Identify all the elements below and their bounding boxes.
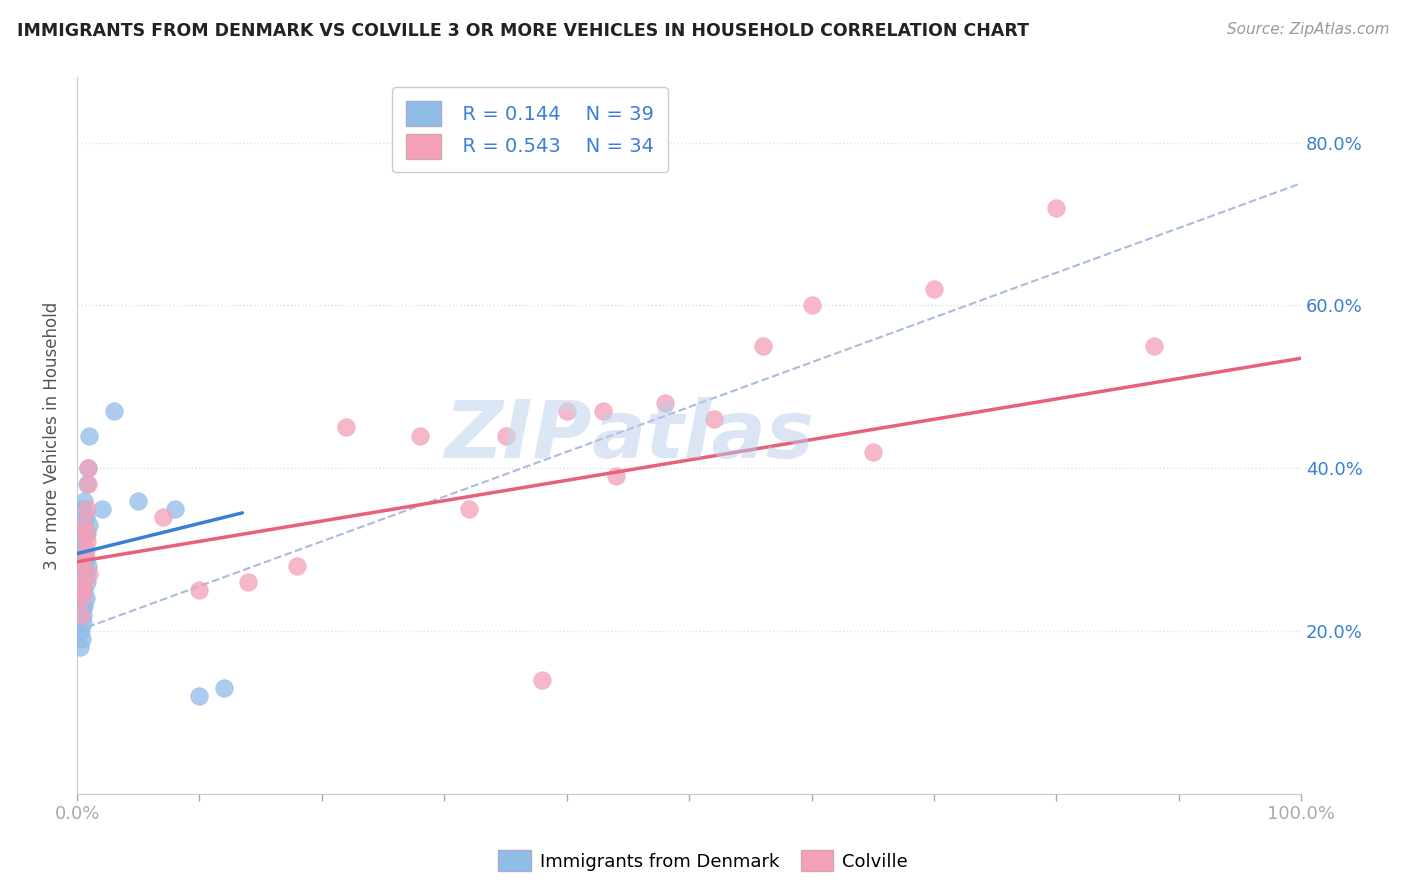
Point	[72, 583, 94, 598]
Point	[69, 558, 91, 573]
Point	[77, 461, 100, 475]
Point	[76, 575, 98, 590]
Point	[73, 599, 96, 614]
Point	[188, 583, 211, 598]
Legend:   R = 0.144    N = 39,   R = 0.543    N = 34: R = 0.144 N = 39, R = 0.543 N = 34	[392, 87, 668, 172]
Point	[72, 501, 94, 516]
Text: IMMIGRANTS FROM DENMARK VS COLVILLE 3 OR MORE VEHICLES IN HOUSEHOLD CORRELATION : IMMIGRANTS FROM DENMARK VS COLVILLE 3 OR…	[17, 22, 1029, 40]
Point	[70, 591, 93, 606]
Point	[75, 591, 97, 606]
Point	[76, 526, 98, 541]
Point	[152, 510, 174, 524]
Point	[409, 428, 432, 442]
Point	[69, 640, 91, 655]
Point	[73, 526, 96, 541]
Point	[75, 526, 97, 541]
Point	[457, 501, 479, 516]
Point	[76, 477, 98, 491]
Point	[90, 501, 112, 516]
Point	[69, 583, 91, 598]
Point	[76, 501, 98, 516]
Point	[654, 396, 676, 410]
Point	[70, 575, 93, 590]
Point	[77, 477, 100, 491]
Point	[79, 566, 101, 581]
Point	[79, 518, 101, 533]
Point	[72, 615, 94, 630]
Point	[1143, 339, 1166, 353]
Point	[592, 404, 614, 418]
Point	[69, 558, 91, 573]
Point	[69, 624, 91, 638]
Point	[555, 404, 578, 418]
Point	[73, 558, 96, 573]
Point	[75, 542, 97, 557]
Point	[922, 282, 945, 296]
Point	[1045, 201, 1067, 215]
Point	[72, 550, 94, 565]
Point	[77, 461, 100, 475]
Point	[531, 673, 554, 687]
Point	[73, 583, 96, 598]
Point	[72, 599, 94, 614]
Point	[73, 518, 96, 533]
Point	[69, 607, 91, 622]
Point	[495, 428, 517, 442]
Point	[76, 534, 98, 549]
Point	[800, 298, 823, 312]
Point	[70, 591, 93, 606]
Point	[79, 428, 101, 442]
Point	[72, 566, 94, 581]
Point	[212, 681, 235, 695]
Point	[69, 607, 91, 622]
Point	[72, 542, 94, 557]
Point	[188, 689, 211, 703]
Y-axis label: 3 or more Vehicles in Household: 3 or more Vehicles in Household	[44, 301, 60, 570]
Text: Source: ZipAtlas.com: Source: ZipAtlas.com	[1226, 22, 1389, 37]
Point	[862, 445, 884, 459]
Point	[70, 632, 93, 646]
Point	[75, 566, 97, 581]
Point	[287, 558, 309, 573]
Point	[73, 575, 96, 590]
Point	[73, 493, 96, 508]
Point	[72, 607, 94, 622]
Point	[75, 510, 97, 524]
Point	[238, 575, 260, 590]
Point	[163, 501, 186, 516]
Point	[103, 404, 125, 418]
Point	[75, 550, 97, 565]
Point	[703, 412, 725, 426]
Text: ZIP: ZIP	[444, 397, 591, 475]
Point	[127, 493, 149, 508]
Legend: Immigrants from Denmark, Colville: Immigrants from Denmark, Colville	[491, 843, 915, 879]
Point	[605, 469, 627, 483]
Point	[69, 518, 91, 533]
Point	[72, 550, 94, 565]
Text: atlas: atlas	[591, 397, 814, 475]
Point	[70, 534, 93, 549]
Point	[335, 420, 357, 434]
Point	[751, 339, 773, 353]
Point	[77, 558, 100, 573]
